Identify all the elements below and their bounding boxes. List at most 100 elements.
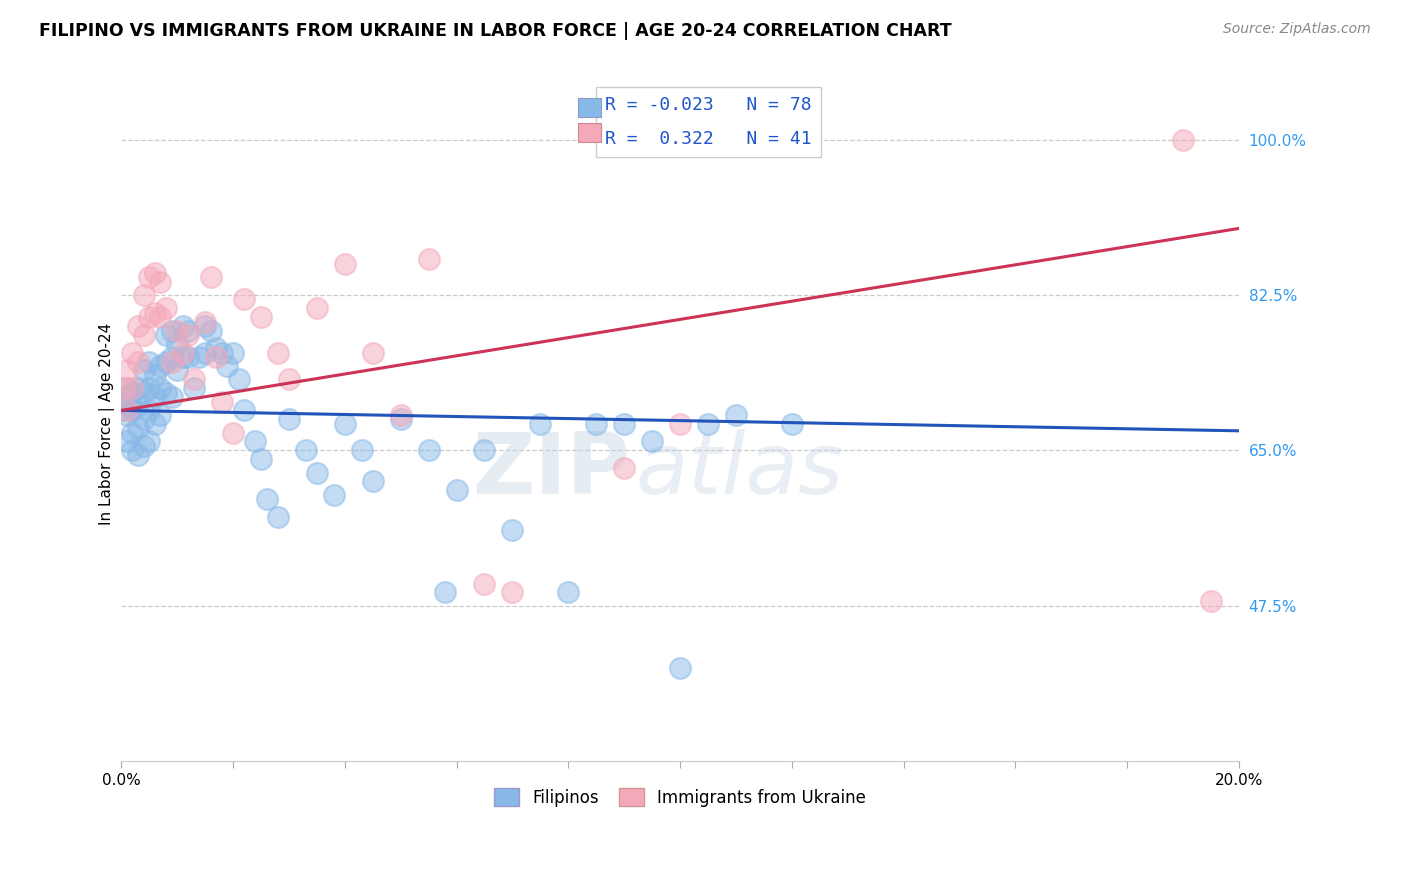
- Point: [138, 310, 160, 325]
- Point: [138, 270, 160, 285]
- Point: [669, 661, 692, 675]
- Point: [166, 363, 188, 377]
- Text: FILIPINO VS IMMIGRANTS FROM UKRAINE IN LABOR FORCE | AGE 20-24 CORRELATION CHART: FILIPINO VS IMMIGRANTS FROM UKRAINE IN L…: [39, 22, 952, 40]
- Point: [256, 492, 278, 507]
- Point: [155, 385, 177, 400]
- Point: [613, 417, 636, 431]
- Point: [267, 510, 290, 524]
- Point: [172, 319, 194, 334]
- Point: [160, 324, 183, 338]
- Point: [277, 372, 299, 386]
- Point: [233, 293, 256, 307]
- Point: [112, 381, 135, 395]
- Point: [501, 585, 523, 599]
- Point: [160, 350, 183, 364]
- Point: [166, 336, 188, 351]
- Point: [121, 425, 143, 440]
- FancyBboxPatch shape: [578, 123, 600, 143]
- Text: ZIP: ZIP: [472, 429, 630, 512]
- Point: [277, 412, 299, 426]
- Point: [752, 133, 775, 147]
- Point: [121, 443, 143, 458]
- Point: [294, 443, 316, 458]
- Point: [143, 368, 166, 382]
- Point: [205, 341, 228, 355]
- Text: atlas: atlas: [636, 429, 844, 512]
- Point: [121, 345, 143, 359]
- Point: [132, 439, 155, 453]
- Point: [155, 327, 177, 342]
- Point: [434, 585, 457, 599]
- Point: [474, 443, 496, 458]
- Point: [149, 310, 172, 325]
- Point: [501, 523, 523, 537]
- Point: [115, 408, 138, 422]
- Point: [389, 408, 412, 422]
- Point: [149, 381, 172, 395]
- Point: [138, 354, 160, 368]
- Point: [177, 350, 200, 364]
- FancyBboxPatch shape: [578, 98, 600, 117]
- Point: [305, 301, 328, 316]
- Point: [1171, 133, 1194, 147]
- Point: [245, 434, 267, 449]
- Point: [305, 466, 328, 480]
- Point: [418, 443, 440, 458]
- Point: [350, 443, 373, 458]
- Point: [183, 372, 205, 386]
- Point: [132, 288, 155, 302]
- Point: [222, 345, 245, 359]
- Point: [222, 425, 245, 440]
- Point: [211, 345, 233, 359]
- Point: [724, 408, 747, 422]
- Point: [132, 327, 155, 342]
- Point: [177, 327, 200, 342]
- Point: [127, 448, 149, 462]
- Point: [780, 417, 803, 431]
- Point: [115, 434, 138, 449]
- Point: [115, 363, 138, 377]
- Point: [115, 390, 138, 404]
- Point: [118, 399, 141, 413]
- Point: [669, 417, 692, 431]
- Point: [127, 399, 149, 413]
- Point: [529, 417, 551, 431]
- Point: [194, 345, 217, 359]
- Point: [160, 390, 183, 404]
- Point: [361, 345, 384, 359]
- Point: [211, 394, 233, 409]
- Point: [250, 452, 273, 467]
- Point: [267, 345, 290, 359]
- Point: [418, 252, 440, 267]
- Point: [200, 324, 222, 338]
- Point: [446, 483, 468, 498]
- Point: [194, 319, 217, 334]
- Point: [138, 403, 160, 417]
- Legend: Filipinos, Immigrants from Ukraine: Filipinos, Immigrants from Ukraine: [488, 781, 873, 814]
- Point: [143, 266, 166, 280]
- Point: [233, 403, 256, 417]
- Point: [143, 417, 166, 431]
- Point: [143, 390, 166, 404]
- Point: [389, 412, 412, 426]
- Y-axis label: In Labor Force | Age 20-24: In Labor Force | Age 20-24: [100, 323, 115, 524]
- Point: [155, 301, 177, 316]
- Point: [132, 412, 155, 426]
- Point: [585, 417, 607, 431]
- Point: [127, 354, 149, 368]
- Point: [613, 461, 636, 475]
- Point: [172, 350, 194, 364]
- Point: [474, 576, 496, 591]
- Point: [557, 585, 579, 599]
- Point: [200, 270, 222, 285]
- Point: [127, 319, 149, 334]
- Point: [194, 315, 217, 329]
- Point: [149, 408, 172, 422]
- Point: [132, 385, 155, 400]
- Point: [160, 354, 183, 368]
- Point: [138, 381, 160, 395]
- Point: [1199, 594, 1222, 608]
- Text: R = -0.023   N = 78
R =  0.322   N = 41: R = -0.023 N = 78 R = 0.322 N = 41: [605, 96, 811, 148]
- Point: [121, 381, 143, 395]
- Point: [205, 350, 228, 364]
